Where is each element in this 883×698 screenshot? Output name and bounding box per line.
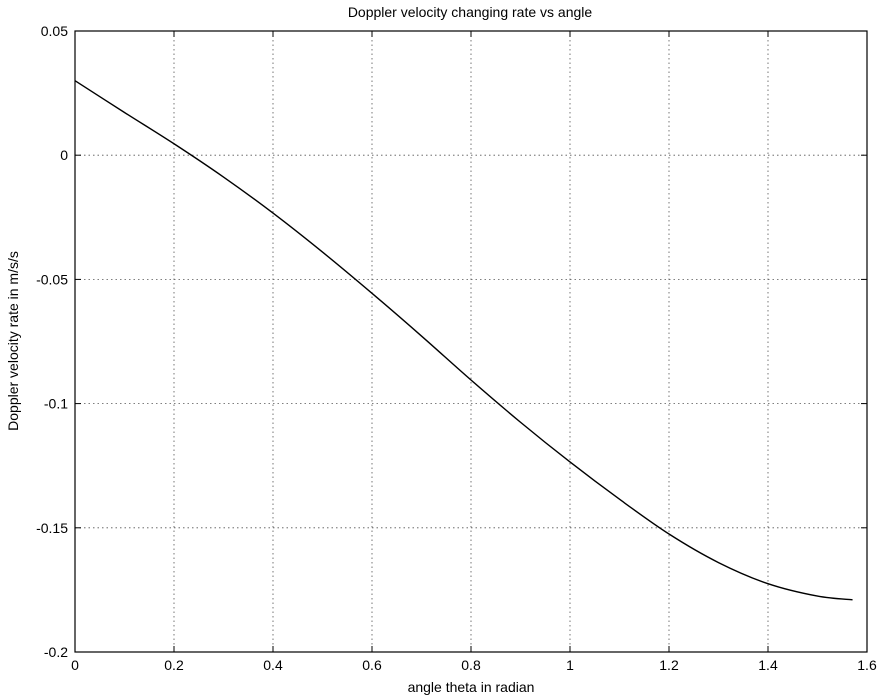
x-axis-label: angle theta in radian <box>408 679 535 695</box>
y-tick-label: -0.05 <box>36 271 68 287</box>
x-tick-label: 0.6 <box>362 657 382 673</box>
ticks: 0 0.2 0.4 0.6 0.8 1 1.2 1.4 1.6 0.05 0 -0.05 -0.1 -0.… <box>36 23 877 673</box>
y-tick-label: 0 <box>60 147 68 163</box>
y-tick-label: 0.05 <box>41 23 68 39</box>
y-tick-label: -0.2 <box>44 644 68 660</box>
x-tick-label: 1.4 <box>758 657 778 673</box>
series-group <box>74 80 853 601</box>
x-tick-label: 0 <box>71 657 79 673</box>
series-line <box>74 80 853 601</box>
x-tick-label: 1 <box>566 657 574 673</box>
y-axis-label: Doppler velocity rate in m/s/s <box>5 251 21 431</box>
chart-title: Doppler velocity changing rate vs angle <box>348 4 593 20</box>
y-tick-label: -0.1 <box>44 396 68 412</box>
grid <box>75 31 867 652</box>
x-tick-label: 0.8 <box>461 657 481 673</box>
x-tick-label: 1.6 <box>857 657 877 673</box>
y-tick-label: -0.15 <box>36 520 68 536</box>
x-tick-label: 1.2 <box>659 657 679 673</box>
x-tick-label: 0.2 <box>164 657 184 673</box>
x-tick-label: 0.4 <box>263 657 283 673</box>
